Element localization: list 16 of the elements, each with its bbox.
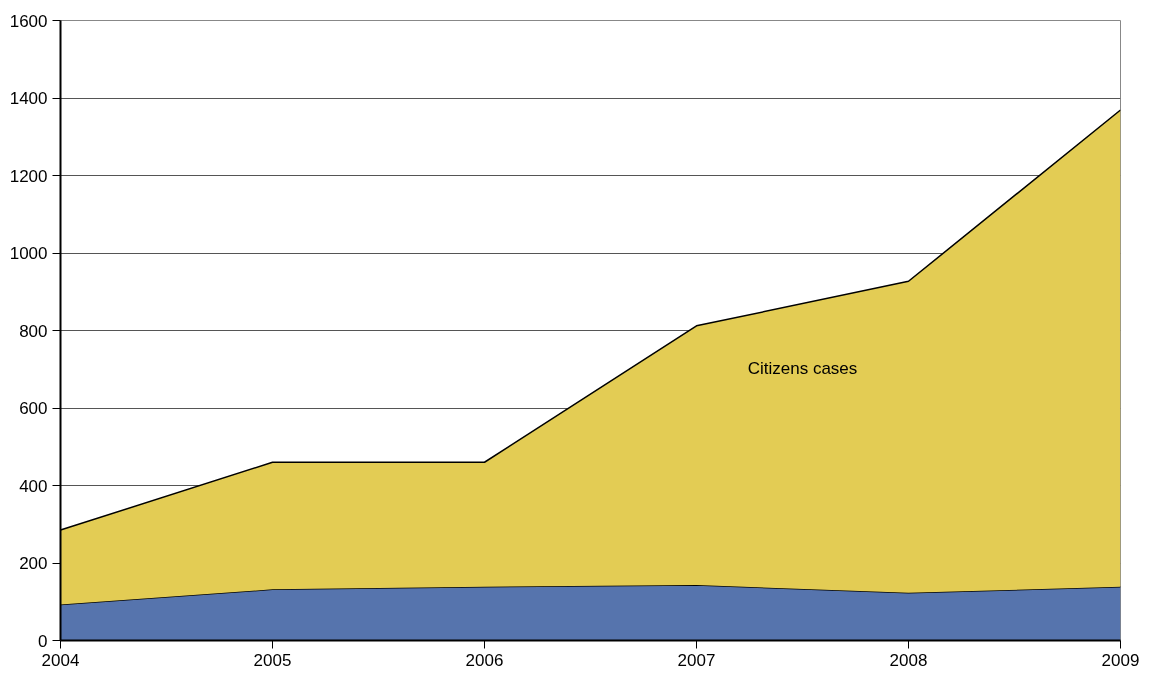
y-tick-label: 600 — [19, 399, 48, 418]
x-tick-label: 2006 — [465, 650, 504, 670]
x-tick-label: 2007 — [677, 650, 716, 670]
y-tick-label: 800 — [19, 321, 48, 341]
x-tick-label: 2004 — [41, 650, 80, 670]
x-tick-label: 2009 — [1101, 650, 1140, 670]
y-tick-label: 1000 — [9, 244, 48, 263]
x-tick-label: 2005 — [253, 650, 292, 670]
y-tick-label: 400 — [19, 476, 48, 496]
y-tick-label: 1200 — [9, 166, 48, 186]
y-tick-label: 200 — [19, 554, 48, 573]
y-tick-label: 1600 — [9, 11, 48, 31]
series-label: Citizens cases — [747, 358, 858, 378]
y-tick-label: 1400 — [9, 89, 48, 108]
x-tick-label: 2008 — [889, 650, 928, 670]
y-tick-label: 0 — [38, 631, 48, 651]
